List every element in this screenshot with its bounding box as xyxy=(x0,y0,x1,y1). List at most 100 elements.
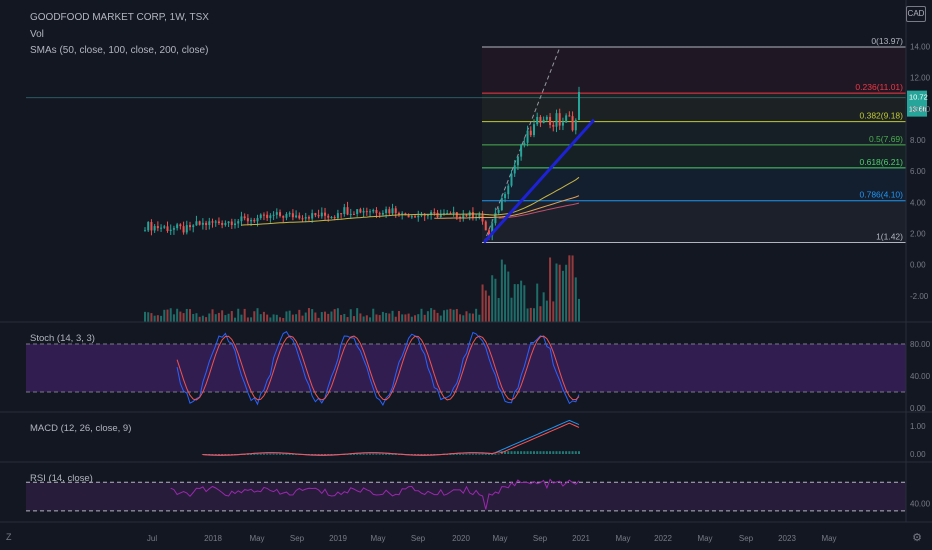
macd-histogram-bar xyxy=(266,453,269,455)
volume-bar xyxy=(246,317,249,322)
candle-body xyxy=(433,212,436,214)
candle-body xyxy=(324,212,327,216)
symbol-title[interactable]: GOODFOOD MARKET CORP, 1W, TSX xyxy=(30,12,209,23)
volume-bar xyxy=(349,309,352,322)
candle-body xyxy=(426,215,429,217)
candle-body xyxy=(205,222,208,226)
macd-histogram-bar xyxy=(394,453,397,455)
stoch-pane[interactable] xyxy=(26,331,906,407)
price-pane[interactable]: 10.72 13:6h 0(13.97) 0.236(11.01) 0.382(9.18… xyxy=(26,36,928,322)
volume-bar xyxy=(491,275,494,322)
candle-body xyxy=(291,213,294,218)
candle-body xyxy=(253,219,256,222)
volume-bar xyxy=(221,310,224,322)
time-tick-label: Sep xyxy=(290,534,305,543)
price-tick-label: 4.00 xyxy=(910,198,926,207)
volume-bar xyxy=(198,316,201,322)
volume-bar xyxy=(224,315,227,322)
candle-body xyxy=(221,223,224,225)
volume-bar xyxy=(185,308,188,322)
candle-body xyxy=(256,218,259,222)
rsi-tick-label: 40.00 xyxy=(910,500,931,509)
candle-body xyxy=(211,221,214,223)
volume-bar xyxy=(234,317,237,322)
timezone-icon[interactable]: Z xyxy=(6,532,12,542)
candle-body xyxy=(430,212,433,216)
macd-histogram-bar xyxy=(352,453,355,455)
candle-body xyxy=(295,215,298,218)
volume-bar xyxy=(545,300,548,322)
candle-body xyxy=(410,216,413,218)
volume-bar xyxy=(288,310,291,322)
macd-histogram-bar xyxy=(549,451,552,454)
candle-body xyxy=(144,230,146,232)
macd-histogram-bar xyxy=(423,454,426,455)
volume-bar xyxy=(565,264,568,322)
rsi-title[interactable]: RSI (14, close) xyxy=(30,473,93,484)
price-tick-label: 10.00 xyxy=(910,105,931,114)
candle-body xyxy=(160,227,163,229)
macd-histogram-bar xyxy=(523,451,526,454)
macd-histogram-bar xyxy=(459,453,462,455)
fib-zone xyxy=(482,200,906,243)
volume-indicator-label[interactable]: Vol xyxy=(30,29,44,40)
volume-bar xyxy=(549,257,552,322)
macd-histogram-bar xyxy=(494,453,497,455)
candle-body xyxy=(224,223,227,225)
stoch-d-line xyxy=(176,335,580,401)
rsi-pane[interactable] xyxy=(26,478,906,512)
macd-histogram-bar xyxy=(555,451,558,454)
candle-body xyxy=(307,217,310,219)
candle-body xyxy=(147,222,150,231)
macd-histogram-bar xyxy=(510,451,513,454)
candle-body xyxy=(250,219,253,222)
trendline xyxy=(482,118,596,244)
candle-body xyxy=(333,217,336,219)
price-tick-label: 8.00 xyxy=(910,136,926,145)
macd-title[interactable]: MACD (12, 26, close, 9) xyxy=(30,423,132,434)
fib-level-label: 0.5(7.69) xyxy=(869,134,903,144)
candle-body xyxy=(275,212,278,215)
candle-body xyxy=(352,213,355,215)
candle-body xyxy=(449,213,452,215)
volume-bar xyxy=(163,309,166,322)
sma-indicator-label[interactable]: SMAs (50, close, 100, close, 200, close) xyxy=(30,45,209,56)
candle-body xyxy=(356,209,359,215)
volume-bar xyxy=(269,317,272,322)
candle-body xyxy=(285,214,288,218)
macd-histogram-bar xyxy=(369,453,372,455)
stoch-title[interactable]: Stoch (14, 3, 3) xyxy=(30,333,95,344)
macd-histogram-bar xyxy=(388,453,391,455)
candle-body xyxy=(481,214,484,222)
volume-bar xyxy=(285,311,288,322)
macd-pane[interactable] xyxy=(201,419,580,456)
candle-body xyxy=(201,222,204,225)
macd-histogram-bar xyxy=(532,451,535,454)
volume-bar xyxy=(189,309,192,322)
macd-histogram-bar xyxy=(491,453,494,455)
macd-histogram-bar xyxy=(507,451,510,454)
time-tick-label: 2018 xyxy=(204,534,222,543)
fib-level-label: 0.236(11.01) xyxy=(855,82,903,92)
stoch-tick-label: 0.00 xyxy=(910,404,926,413)
stoch-tick-label: 40.00 xyxy=(910,372,931,381)
volume-bar xyxy=(250,317,253,322)
volume-bar xyxy=(301,315,304,322)
candle-body xyxy=(536,116,539,125)
macd-histogram-bar xyxy=(356,453,359,455)
volume-bar xyxy=(574,277,577,322)
candle-body xyxy=(549,116,552,125)
macd-histogram-bar xyxy=(568,451,571,454)
macd-histogram-bar xyxy=(279,453,282,455)
volume-bar xyxy=(324,311,327,322)
volume-bar xyxy=(497,298,500,322)
settings-gear-icon[interactable]: ⚙ xyxy=(912,532,922,544)
candle-body xyxy=(240,216,243,222)
macd-histogram-bar xyxy=(246,453,249,455)
macd-histogram-bar xyxy=(227,454,230,455)
volume-bar xyxy=(259,314,262,322)
macd-histogram-bar xyxy=(516,451,519,454)
volume-bar xyxy=(211,309,214,322)
macd-histogram-bar xyxy=(574,451,577,454)
